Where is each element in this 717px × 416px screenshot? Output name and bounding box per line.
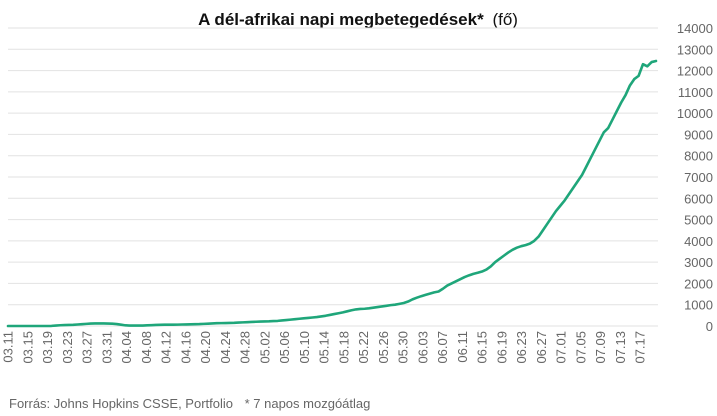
x-tick-label: 05.26 xyxy=(376,331,391,364)
x-tick-label: 06.23 xyxy=(514,331,529,364)
y-tick-label: 6000 xyxy=(684,191,713,206)
x-tick-label: 05.06 xyxy=(277,331,292,364)
y-axis-ticks: 0 1000 2000 3000 4000 5000 6000 7000 8000 9000 100… xyxy=(677,21,713,334)
chart-title: A dél-afrikai napi megbetegedések* (fő) xyxy=(198,10,518,29)
y-tick-label: 4000 xyxy=(684,234,713,249)
x-tick-label: 04.28 xyxy=(238,331,253,364)
y-tick-label: 14000 xyxy=(677,21,713,36)
y-tick-label: 10000 xyxy=(677,106,713,121)
x-tick-label: 07.13 xyxy=(613,331,628,364)
x-tick-label: 05.02 xyxy=(257,331,272,364)
x-tick-label: 03.23 xyxy=(60,331,75,364)
x-tick-label: 05.14 xyxy=(317,331,332,364)
x-tick-label: 03.31 xyxy=(99,331,114,364)
x-tick-label: 06.11 xyxy=(455,331,470,363)
x-tick-label: 07.17 xyxy=(633,331,648,364)
x-tick-label: 03.27 xyxy=(80,331,95,364)
x-tick-label: 05.18 xyxy=(336,331,351,364)
y-tick-label: 9000 xyxy=(684,127,713,142)
x-tick-label: 04.20 xyxy=(198,331,213,364)
chart-title-unit: (fő) xyxy=(492,10,518,29)
source-text: Forrás: Johns Hopkins CSSE, Portfolio xyxy=(9,396,233,411)
x-tick-label: 07.09 xyxy=(593,331,608,364)
y-tick-label: 3000 xyxy=(684,255,713,270)
y-tick-label: 5000 xyxy=(684,213,713,228)
y-tick-label: 0 xyxy=(706,319,713,334)
x-tick-label: 04.24 xyxy=(218,331,233,364)
x-tick-label: 04.12 xyxy=(159,331,174,364)
y-tick-label: 1000 xyxy=(684,298,713,313)
y-tick-label: 13000 xyxy=(677,42,713,57)
x-tick-label: 07.01 xyxy=(554,331,569,364)
y-tick-label: 8000 xyxy=(684,149,713,164)
x-tick-label: 06.15 xyxy=(475,331,490,364)
gridlines xyxy=(8,27,658,327)
x-tick-label: 05.30 xyxy=(396,331,411,364)
x-tick-label: 04.08 xyxy=(139,331,154,364)
x-tick-label: 05.22 xyxy=(356,331,371,364)
x-tick-label: 03.19 xyxy=(40,331,55,364)
y-tick-label: 7000 xyxy=(684,170,713,185)
x-tick-label: 06.03 xyxy=(415,331,430,364)
footnote-text: * 7 napos mozgóátlag xyxy=(244,396,371,411)
x-tick-label: 06.07 xyxy=(435,331,450,364)
chart-title-main: A dél-afrikai napi megbetegedések* xyxy=(198,10,484,29)
x-tick-label: 03.15 xyxy=(20,331,35,364)
y-tick-label: 11000 xyxy=(678,85,713,100)
x-tick-label: 04.04 xyxy=(119,331,134,364)
y-tick-label: 2000 xyxy=(684,276,713,291)
y-tick-label: 12000 xyxy=(677,64,713,79)
x-tick-label: 06.19 xyxy=(494,331,509,364)
series-layer xyxy=(6,59,658,328)
x-tick-label: 04.16 xyxy=(178,331,193,364)
x-tick-label: 07.05 xyxy=(573,331,588,364)
x-tick-label: 03.11 xyxy=(1,331,16,363)
source-annotation: Forrás: Johns Hopkins CSSE, Portfolio * … xyxy=(9,396,378,411)
x-axis-ticks: 03.11 03.15 03.19 03.23 03.27 03.31 04.04 04.08… xyxy=(1,331,648,364)
series-line xyxy=(6,59,658,328)
x-tick-label: 05.10 xyxy=(297,331,312,364)
x-tick-label: 06.27 xyxy=(534,331,549,364)
